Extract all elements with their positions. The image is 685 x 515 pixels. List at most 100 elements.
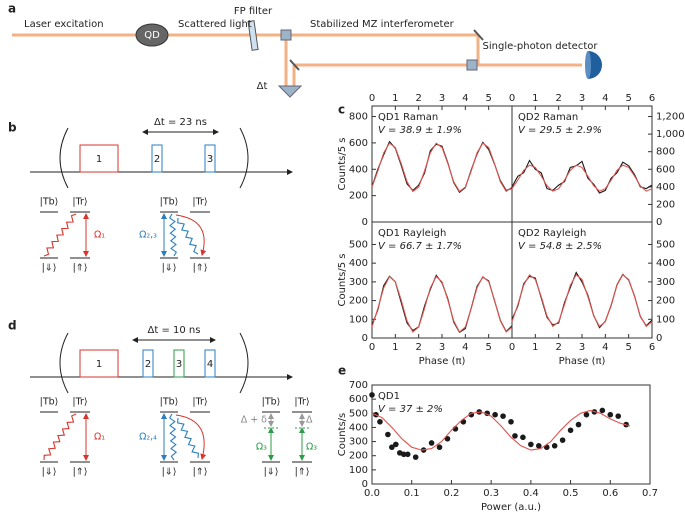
pulse	[204, 349, 216, 378]
y-tick-label: 400	[349, 164, 368, 175]
x-tick-label: 4	[462, 93, 468, 104]
y-tick-label: 0	[362, 217, 368, 228]
data-point	[436, 444, 443, 451]
level-label: |Tb⟩	[160, 397, 179, 408]
y-axis-label: Counts/5 s	[337, 253, 348, 306]
level-label: |⇓⟩	[162, 263, 177, 274]
data-line	[371, 409, 631, 451]
rabi-label: Ω₂,₃	[139, 230, 157, 241]
bracket	[59, 127, 69, 189]
y-tick-label: 600	[656, 164, 675, 175]
plot-frame	[511, 105, 653, 223]
x-tick-label: 5	[485, 342, 491, 353]
plot-frame	[371, 384, 651, 485]
data-point	[377, 418, 383, 425]
panel-label: b	[8, 121, 17, 135]
y-tick-label: 500	[349, 408, 368, 419]
level-label: |Tr⟩	[294, 397, 309, 408]
y-tick-label: 0	[656, 333, 662, 344]
y-tick-label: 700	[349, 380, 368, 391]
pulse	[173, 349, 185, 378]
data-point	[393, 441, 399, 448]
pulse-label: 4	[207, 359, 213, 370]
data-point	[583, 411, 590, 418]
y-axis-label: Counts/5 s	[337, 137, 348, 190]
level-label: |Tr⟩	[192, 197, 207, 208]
data-point	[575, 421, 582, 428]
pulse	[79, 144, 119, 173]
data-line	[511, 164, 653, 192]
data-point	[412, 454, 419, 460]
emission-path	[175, 414, 207, 460]
detuning-label: Δ + δ	[241, 415, 267, 426]
level-label: |⇑⟩	[73, 263, 88, 274]
level-label: |Tb⟩	[262, 397, 281, 408]
x-tick-label: 4	[602, 93, 608, 104]
y-tick-label: 1,000	[656, 129, 685, 140]
level-label: |Tr⟩	[72, 397, 87, 408]
data-line	[511, 159, 653, 194]
data-point	[369, 392, 375, 398]
data-line	[371, 274, 513, 334]
x-tick-label: 2	[555, 93, 561, 104]
level-label: |Tr⟩	[72, 197, 87, 208]
x-tick-label: 0	[509, 342, 515, 353]
y-tick-label: 600	[349, 394, 368, 405]
pulse-label: 1	[96, 154, 102, 165]
y-tick-label: 0	[656, 217, 662, 228]
x-tick-label: 1	[392, 342, 398, 353]
pulse-label: 3	[207, 154, 213, 165]
data-point	[385, 431, 391, 438]
filter-label: FP filter	[234, 6, 273, 17]
x-tick-label: 0	[369, 342, 375, 353]
fp-filter	[247, 20, 259, 51]
plot-title: QD1	[378, 391, 400, 402]
level-label: |Tb⟩	[40, 397, 59, 408]
pulse-label: 1	[96, 359, 102, 370]
data-line	[371, 275, 513, 333]
x-tick-label: 3	[579, 93, 585, 104]
annotation: V = 38.9 ± 1.9%	[378, 125, 462, 136]
level-label: |Tb⟩	[40, 197, 59, 208]
x-tick-label: 2	[555, 342, 561, 353]
panel-label: e	[338, 364, 346, 378]
y-tick-label: 400	[656, 258, 675, 269]
rabi-label: Ω₂,₄	[139, 432, 157, 443]
data-point	[492, 411, 498, 418]
y-tick-label: 200	[349, 451, 368, 462]
interferometer-label: Stabilized MZ interferometer	[310, 19, 455, 30]
level-label: |Tb⟩	[160, 197, 179, 208]
pulse	[151, 144, 163, 173]
level-label: |⇓⟩	[162, 467, 177, 478]
data-point	[400, 451, 407, 458]
data-point	[444, 435, 451, 442]
x-tick-label: 0	[509, 93, 515, 104]
delay-label: Δt = 23 ns	[154, 117, 207, 128]
data-point	[508, 418, 514, 425]
beam-label: Scattered light	[178, 19, 252, 30]
x-tick-label: 0.1	[404, 488, 420, 499]
detector	[588, 51, 602, 79]
x-tick-label: 6	[649, 93, 655, 104]
y-tick-label: 500	[656, 239, 675, 250]
data-point	[428, 440, 435, 446]
detector-label: Single-photon detector	[483, 41, 599, 52]
y-tick-label: 800	[349, 112, 368, 123]
data-point	[599, 407, 606, 414]
level-label: |⇓⟩	[42, 263, 57, 274]
x-tick-label: 5	[625, 93, 631, 104]
plot-title: QD2 Raman	[518, 112, 578, 123]
y-tick-label: 200	[349, 191, 368, 202]
x-tick-label: 1	[532, 93, 538, 104]
level-label: |Tr⟩	[192, 397, 207, 408]
x-tick-label: 1	[532, 342, 538, 353]
x-tick-label: 0.6	[602, 488, 618, 499]
rabi-label: Ω₃	[256, 442, 267, 453]
plot-frame	[371, 105, 513, 223]
y-tick-label: 200	[656, 296, 675, 307]
data-point	[520, 434, 526, 441]
data-point	[500, 413, 506, 419]
annotation: V = 66.7 ± 1.7%	[378, 241, 462, 252]
x-tick-label: 0.5	[563, 488, 579, 499]
level-label: |⇑⟩	[295, 467, 310, 478]
